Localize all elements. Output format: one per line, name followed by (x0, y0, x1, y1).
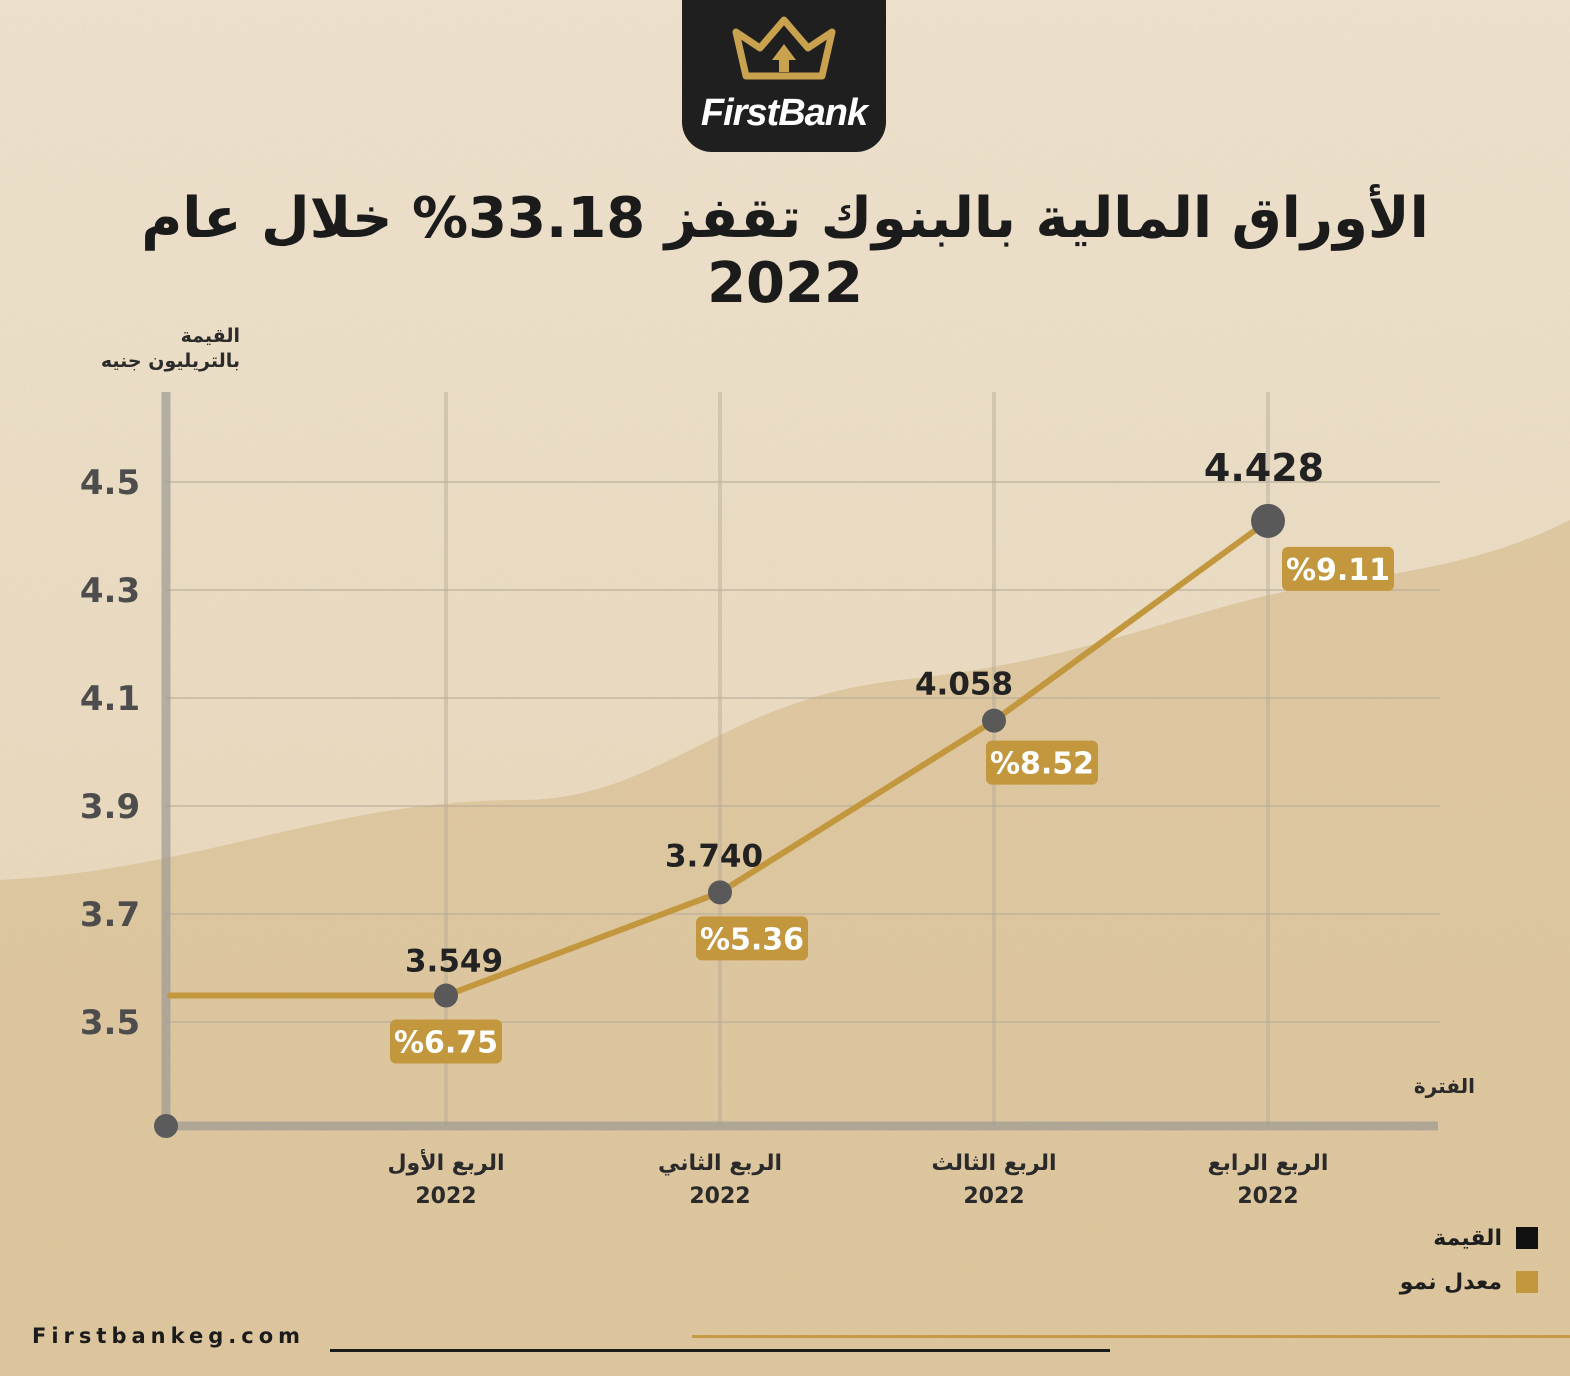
chart-axes (154, 392, 1438, 1138)
value-label-2: 4.058 (915, 667, 1013, 703)
x-tick-year-2: 2022 (963, 1184, 1024, 1209)
legend-swatch-value (1516, 1227, 1538, 1249)
data-point-2 (982, 708, 1006, 733)
firstbank-logo: FirstBank (682, 0, 886, 152)
value-label-0: 3.549 (405, 944, 503, 980)
y-tick-label-0: 4.5 (80, 463, 140, 503)
y-axis-label: القيمة بالتريليون جنيه (60, 324, 240, 374)
legend-swatch-growth (1516, 1271, 1538, 1293)
chart-title: الأوراق المالية بالبنوك تقفز 33.18% خلال… (141, 186, 1429, 316)
legend-item-growth: معدل نمو (1238, 1260, 1538, 1304)
growth-badge-1 (696, 916, 808, 961)
growth-label-0: %6.75 (394, 1026, 498, 1061)
brand-name: FirstBank (700, 92, 868, 134)
data-labels: 3.549 %6.75 3.740 %5.36 4.058 %8.52 4.428 %9.11 (390, 446, 1394, 1064)
growth-badge-2 (986, 740, 1098, 785)
data-point-0 (434, 983, 458, 1008)
x-tick-label-3: الربع الرابع (1208, 1151, 1329, 1176)
data-point-3 (1251, 503, 1285, 538)
growth-label-2: %8.52 (990, 747, 1094, 782)
crown-icon (732, 16, 836, 80)
value-label-3: 4.428 (1204, 446, 1324, 490)
x-tick-label-0: الربع الأول (387, 1148, 504, 1176)
x-axis-label: الفترة (1413, 1074, 1475, 1098)
y-tick-label-3: 3.9 (80, 787, 140, 827)
y-tick-labels: 4.5 4.3 4.1 3.9 3.7 3.5 (80, 463, 140, 1043)
footer-url: Firstbankeg.com (32, 1324, 306, 1348)
y-axis-label-line-1: القيمة (180, 325, 240, 347)
x-tick-year-1: 2022 (689, 1184, 750, 1209)
legend: القيمة معدل نمو (1238, 1216, 1538, 1304)
y-tick-label-5: 3.5 (80, 1003, 140, 1043)
data-point-1 (708, 880, 732, 905)
footer-rule (330, 1349, 1110, 1352)
growth-badge-0 (390, 1019, 502, 1064)
axis-origin-dot (154, 1114, 178, 1138)
x-tick-year-0: 2022 (415, 1184, 476, 1209)
y-axis-label-line-2: بالتريليون جنيه (100, 350, 240, 372)
y-tick-label-1: 4.3 (80, 571, 140, 611)
x-tick-label-1: الربع الثاني (658, 1151, 782, 1176)
growth-label-1: %5.36 (700, 922, 804, 957)
value-label-1: 3.740 (665, 838, 763, 874)
growth-label-3: %9.11 (1286, 553, 1390, 588)
series-points (434, 503, 1285, 1008)
legend-label-growth: معدل نمو (1399, 1269, 1502, 1295)
legend-label-value: القيمة (1433, 1225, 1502, 1251)
x-tick-labels: الربع الأول 2022 الربع الثاني 2022 الربع الث… (387, 1148, 1328, 1209)
x-tick-label-2: الربع الثالث (931, 1151, 1056, 1176)
footer-rule-accent (692, 1335, 1570, 1338)
growth-badge-3 (1282, 546, 1394, 591)
x-tick-year-3: 2022 (1237, 1184, 1298, 1209)
y-tick-label-4: 3.7 (80, 895, 140, 935)
legend-item-value: القيمة (1238, 1216, 1538, 1260)
y-tick-label-2: 4.1 (80, 679, 140, 719)
